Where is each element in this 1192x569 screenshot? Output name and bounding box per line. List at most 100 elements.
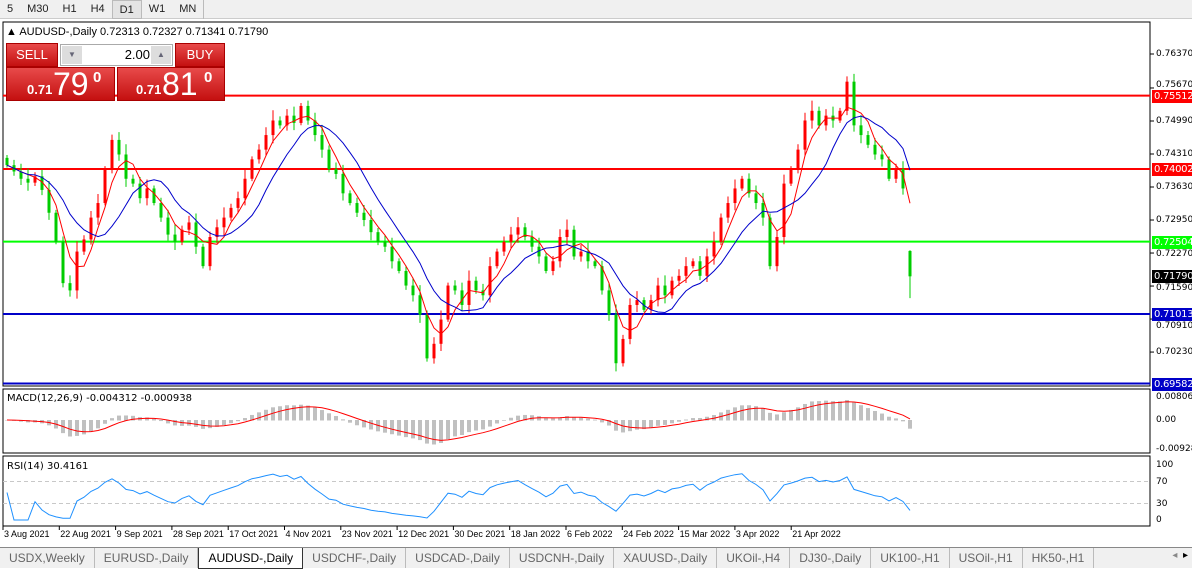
macd-histogram-bar: [733, 407, 737, 421]
macd-histogram-bar: [222, 420, 226, 426]
macd-histogram-bar: [705, 416, 709, 421]
tab-left-icon[interactable]: ◂: [1172, 550, 1178, 561]
macd-histogram-bar: [537, 416, 541, 421]
candle-body: [369, 220, 373, 233]
buy-price-pips: 81: [162, 66, 198, 102]
tab-usdcad-daily[interactable]: USDCAD-,Daily: [406, 548, 510, 568]
candle-body: [551, 261, 555, 271]
macd-histogram-bar: [901, 420, 905, 422]
date-tick-label: 28 Sep 2021: [172, 529, 224, 539]
macd-histogram-bar: [754, 406, 758, 421]
macd-histogram-bar: [306, 405, 310, 421]
one-click-trading-panel: SELL ▼ 2.00 ▲ BUY 0.71 79 0 0.71 81 0: [6, 43, 225, 102]
tab-usdchf-daily[interactable]: USDCHF-,Daily: [303, 548, 407, 568]
macd-histogram-bar: [488, 420, 492, 427]
macd-panel-border: [2, 388, 1151, 454]
buy-price[interactable]: 0.71 81 0: [117, 66, 225, 102]
tab-right-icon[interactable]: ▸: [1182, 550, 1188, 561]
candle-body: [621, 338, 625, 364]
tf-w1[interactable]: W1: [148, 3, 166, 15]
sell-button[interactable]: SELL: [6, 43, 58, 67]
macd-histogram-bar: [558, 417, 562, 421]
tab-audusd-daily[interactable]: AUDUSD-,Daily: [198, 548, 304, 569]
candle-body: [719, 217, 723, 242]
candle-body: [523, 227, 527, 238]
candle-body: [187, 222, 191, 230]
decrease-lot-icon[interactable]: ▼: [62, 46, 82, 64]
macd-histogram-bar: [145, 417, 149, 421]
buy-button[interactable]: BUY: [175, 43, 225, 67]
candle-body: [593, 261, 597, 267]
macd-histogram-bar: [845, 400, 849, 421]
tf-d1[interactable]: D1: [111, 0, 142, 19]
macd-histogram-bar: [159, 420, 163, 422]
tf-mn[interactable]: MN: [179, 3, 197, 15]
macd-histogram-bar: [481, 420, 485, 430]
candle-body: [194, 222, 198, 247]
price-chart[interactable]: [0, 0, 1192, 547]
macd-histogram-bar: [502, 420, 506, 421]
candle-body: [733, 188, 737, 204]
candle-body: [404, 270, 408, 286]
candle-body: [299, 105, 303, 123]
macd-histogram-bar: [873, 411, 877, 421]
tab-hk50-h1[interactable]: HK50-,H1: [1023, 548, 1095, 568]
candle-body: [201, 246, 205, 267]
slow-moving-average-line: [6, 115, 911, 314]
candle-body: [250, 159, 254, 179]
lot-size-input[interactable]: 2.00: [124, 47, 150, 62]
candle-body: [572, 229, 576, 257]
candle-body: [453, 285, 457, 291]
macd-histogram-bar: [460, 420, 464, 436]
macd-histogram-bar: [348, 420, 352, 423]
macd-histogram-bar: [691, 418, 695, 421]
macd-histogram-bar: [390, 420, 394, 435]
date-tick-label: 9 Sep 2021: [116, 529, 163, 539]
tab-ukoil-h4[interactable]: UKOil-,H4: [717, 548, 791, 568]
macd-histogram-bar: [740, 405, 744, 421]
candle-body: [33, 176, 37, 183]
candle-body: [341, 173, 345, 194]
candle-body: [628, 304, 632, 339]
macd-tick-label: 0.00: [1156, 415, 1177, 425]
level-price-label: 0.72504: [1152, 235, 1192, 249]
sell-price[interactable]: 0.71 79 0: [6, 66, 115, 102]
tab-xauusd-daily[interactable]: XAUUSD-,Daily: [614, 548, 718, 568]
candle-body: [222, 217, 226, 228]
tf-m30[interactable]: M30: [27, 3, 49, 15]
candle-body: [362, 212, 366, 221]
macd-histogram-bar: [880, 413, 884, 421]
increase-lot-icon[interactable]: ▲: [151, 46, 171, 64]
candle-body: [810, 110, 814, 121]
candle-body: [61, 241, 65, 284]
collapse-triangle-icon[interactable]: ▲: [6, 26, 17, 38]
tab-dj30-daily[interactable]: DJ30-,Daily: [790, 548, 872, 568]
macd-histogram-bar: [642, 420, 646, 430]
macd-label: MACD(12,26,9) -0.004312 -0.000938: [7, 393, 192, 404]
macd-histogram-bar: [523, 414, 527, 421]
macd-histogram-bar: [404, 420, 408, 438]
tab-eurusd-daily[interactable]: EURUSD-,Daily: [95, 548, 199, 568]
macd-histogram-bar: [229, 420, 233, 424]
macd-histogram-bar: [236, 420, 240, 422]
tf-h4[interactable]: H4: [90, 3, 105, 15]
tab-usoil-h1[interactable]: USOil-,H1: [950, 548, 1023, 568]
tf-m5[interactable]: 5: [7, 3, 14, 15]
lot-size-stepper[interactable]: ▼ 2.00 ▲: [60, 44, 173, 66]
macd-histogram-bar: [544, 417, 548, 421]
tab-uk100-h1[interactable]: UK100-,H1: [871, 548, 950, 568]
macd-histogram-bar: [439, 420, 443, 443]
current-price-label: 0.71790: [1152, 270, 1192, 284]
candle-body: [607, 290, 611, 315]
candle-body: [446, 285, 450, 320]
candle-body: [89, 217, 93, 240]
tf-h1[interactable]: H1: [62, 3, 77, 15]
macd-histogram-bar: [635, 420, 639, 430]
tab-usdx-weekly[interactable]: USDX,Weekly: [0, 548, 95, 568]
tab-usdcnh-daily[interactable]: USDCNH-,Daily: [510, 548, 615, 568]
macd-histogram-bar: [887, 416, 891, 421]
date-tick-label: 3 Apr 2022: [735, 529, 780, 539]
candle-body: [775, 237, 779, 267]
tab-scroll[interactable]: ◂ ▸: [1172, 550, 1188, 561]
timeframe-toolbar: 5 M30 H1 H4 D1 W1 MN: [0, 0, 1192, 19]
